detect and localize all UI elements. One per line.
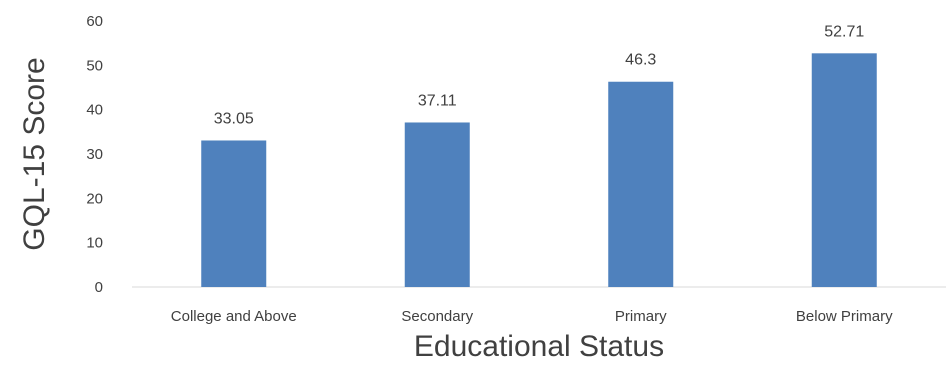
y-tick-label: 0 (95, 279, 103, 296)
bar-data-label: 52.71 (824, 23, 864, 40)
bar (201, 140, 267, 287)
x-category-label: Below Primary (796, 308, 893, 325)
bar-data-label: 33.05 (214, 110, 254, 127)
y-tick-label: 10 (86, 235, 103, 252)
y-tick-label: 50 (86, 57, 103, 74)
bar (811, 53, 877, 287)
x-axis-title: Educational Status (414, 330, 664, 362)
bar (608, 81, 674, 287)
y-tick-label: 60 (86, 13, 103, 30)
bar-data-label: 46.3 (625, 52, 656, 69)
y-tick-label: 20 (86, 190, 103, 207)
y-axis-ticks: 0 10 20 30 40 50 60 (86, 13, 103, 296)
x-category-label: Primary (615, 308, 667, 325)
y-tick-label: 40 (86, 102, 103, 119)
y-axis-title: GQL-15 Score (18, 57, 51, 250)
bar (404, 122, 470, 287)
x-category-label: College and Above (171, 308, 297, 325)
bar-data-label: 37.11 (418, 92, 457, 109)
x-category-label: Secondary (401, 308, 473, 325)
bars (201, 53, 877, 287)
data-labels: 33.05 37.11 46.3 52.71 (214, 23, 865, 127)
x-axis-category-labels: College and Above Secondary Primary Below P… (171, 308, 893, 325)
y-tick-label: 30 (86, 146, 103, 163)
